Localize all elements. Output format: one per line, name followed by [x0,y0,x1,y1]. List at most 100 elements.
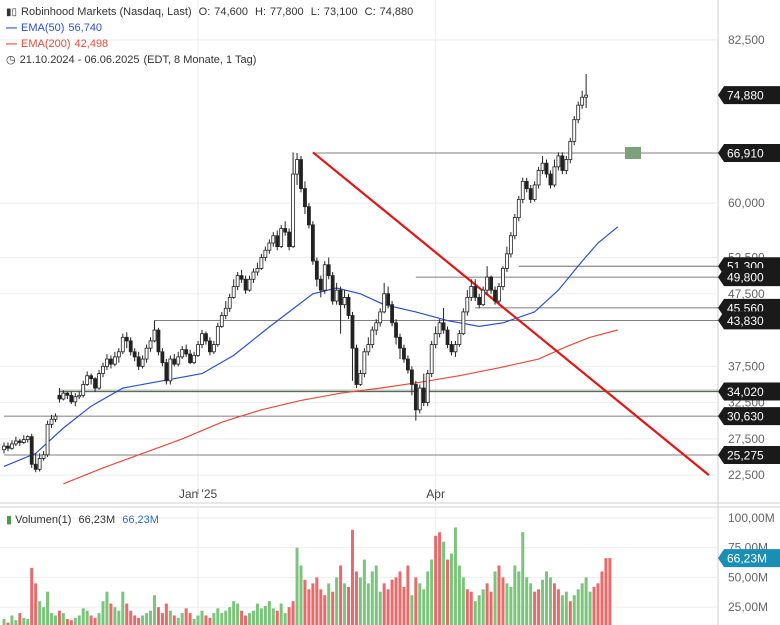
volume-bar [299,565,303,625]
candle [330,272,335,305]
candle-body [255,267,260,273]
candle-body [144,347,149,360]
volume-bar [548,577,552,625]
volume-value-1: 66,23M [78,514,116,526]
candle-body [501,267,505,287]
volume-bar [465,589,469,625]
volume-bar [580,583,584,625]
volume-bar [358,577,362,625]
candle [215,322,220,347]
candle [180,346,185,360]
candle-body [57,394,62,400]
volume-bar [248,613,252,625]
candle-body [148,340,153,349]
candle [200,330,204,349]
candle-body [338,289,343,306]
volume-value-2: 66,23M [122,514,159,526]
volume-bar [244,615,248,625]
volume-bar [588,591,592,625]
candle [152,320,157,343]
volume-bar [77,615,81,625]
high-label: H: [255,6,267,18]
candle-body [394,322,398,338]
candle-body [386,293,391,306]
candle [524,177,529,193]
candle [406,355,410,374]
candle-body [77,394,82,398]
candle [394,319,398,345]
volume-bar [410,595,414,625]
candle-body [116,351,121,358]
candle [318,275,323,298]
candle-body [544,162,549,175]
candle [188,349,193,365]
candle-body [520,180,525,200]
candle [275,230,280,251]
volume-last-label: 66,23M [718,549,780,568]
candle-body [184,349,189,355]
candle [473,279,478,302]
candle-body [580,96,585,106]
volume-bar [350,529,354,625]
candle [386,286,391,309]
candle [29,433,34,468]
candle-body [334,289,339,302]
candle-body [461,311,466,335]
volume-bar [65,619,69,625]
candle [429,340,434,378]
candle-body [61,392,66,400]
candle [314,257,319,287]
open-label: O: [198,6,211,18]
volume-bar [343,583,347,625]
candle-body [93,378,97,389]
candle-body [477,297,482,306]
chart-legend-ema50: — EMA(50) 56,740 [6,22,106,35]
candle [528,184,533,204]
price-label-bg [718,407,780,426]
volume-bar [568,601,572,625]
candle-body [322,264,327,291]
volume-bar [311,583,315,625]
volume-bar [105,591,109,625]
candle-body [37,458,42,470]
support-zone [59,389,718,393]
candle [247,275,252,292]
ema200-label: EMA(200) [21,38,71,50]
candle-body [17,440,22,443]
candle-body [152,329,157,342]
candle-body [235,275,240,287]
candle-body [552,166,557,186]
candle [520,177,525,204]
candle [73,393,78,407]
candle [307,203,311,229]
price-label: 34,020 [718,382,780,401]
candle [251,268,256,283]
candle [172,353,177,367]
candle [299,155,303,193]
candle-body [291,173,295,248]
candle-body [350,315,355,349]
candle-body [465,297,470,313]
candle [346,293,351,320]
candle [25,435,30,443]
candle-body [512,217,517,237]
candle [540,155,545,175]
candle-body [390,304,394,324]
candle-body [287,231,292,248]
candle-body [29,436,34,465]
price-label-text: 74,880 [727,89,764,103]
candle [101,362,105,378]
candle-body [97,373,101,389]
candle-body [156,329,161,353]
volume-bar [335,577,339,625]
volume-bar [46,591,50,625]
volume-bar [10,615,14,625]
candle-body [168,358,173,382]
candle-body [215,326,220,345]
volume-bar [176,617,180,625]
candle [449,340,454,356]
price-label-bg [718,143,780,162]
volume-bar [188,613,192,625]
candle [279,224,284,249]
candle-body [457,333,462,345]
